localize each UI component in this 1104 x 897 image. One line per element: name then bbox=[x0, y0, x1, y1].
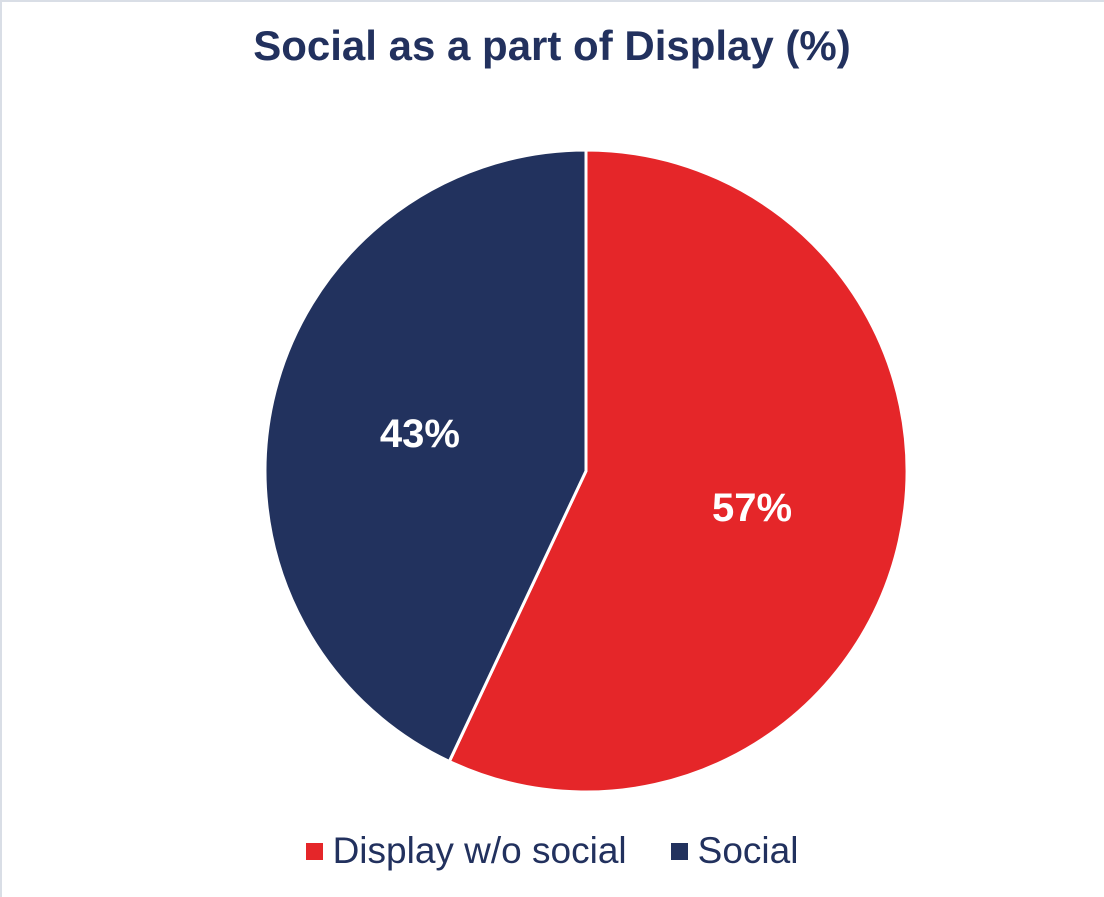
pie-slice-social bbox=[263, 148, 588, 763]
chart-title: Social as a part of Display (%) bbox=[253, 22, 851, 69]
slice-label-display-w-o-social: 57% bbox=[712, 486, 792, 530]
legend: Display w/o social Social bbox=[0, 830, 1104, 872]
legend-item-display-without-social: Display w/o social bbox=[305, 830, 627, 872]
legend-label-social: Social bbox=[697, 830, 799, 871]
legend-swatch-social bbox=[670, 842, 688, 860]
pie-slice-display-w-o-social bbox=[447, 148, 909, 794]
slice-labels: 57% 43% bbox=[380, 412, 792, 530]
slice-label-social: 43% bbox=[380, 412, 460, 456]
legend-label-display-without-social: Display w/o social bbox=[332, 830, 627, 871]
pie-slices bbox=[263, 148, 909, 794]
legend-item-social: Social bbox=[670, 830, 799, 872]
legend-swatch-display-without-social bbox=[305, 842, 323, 860]
